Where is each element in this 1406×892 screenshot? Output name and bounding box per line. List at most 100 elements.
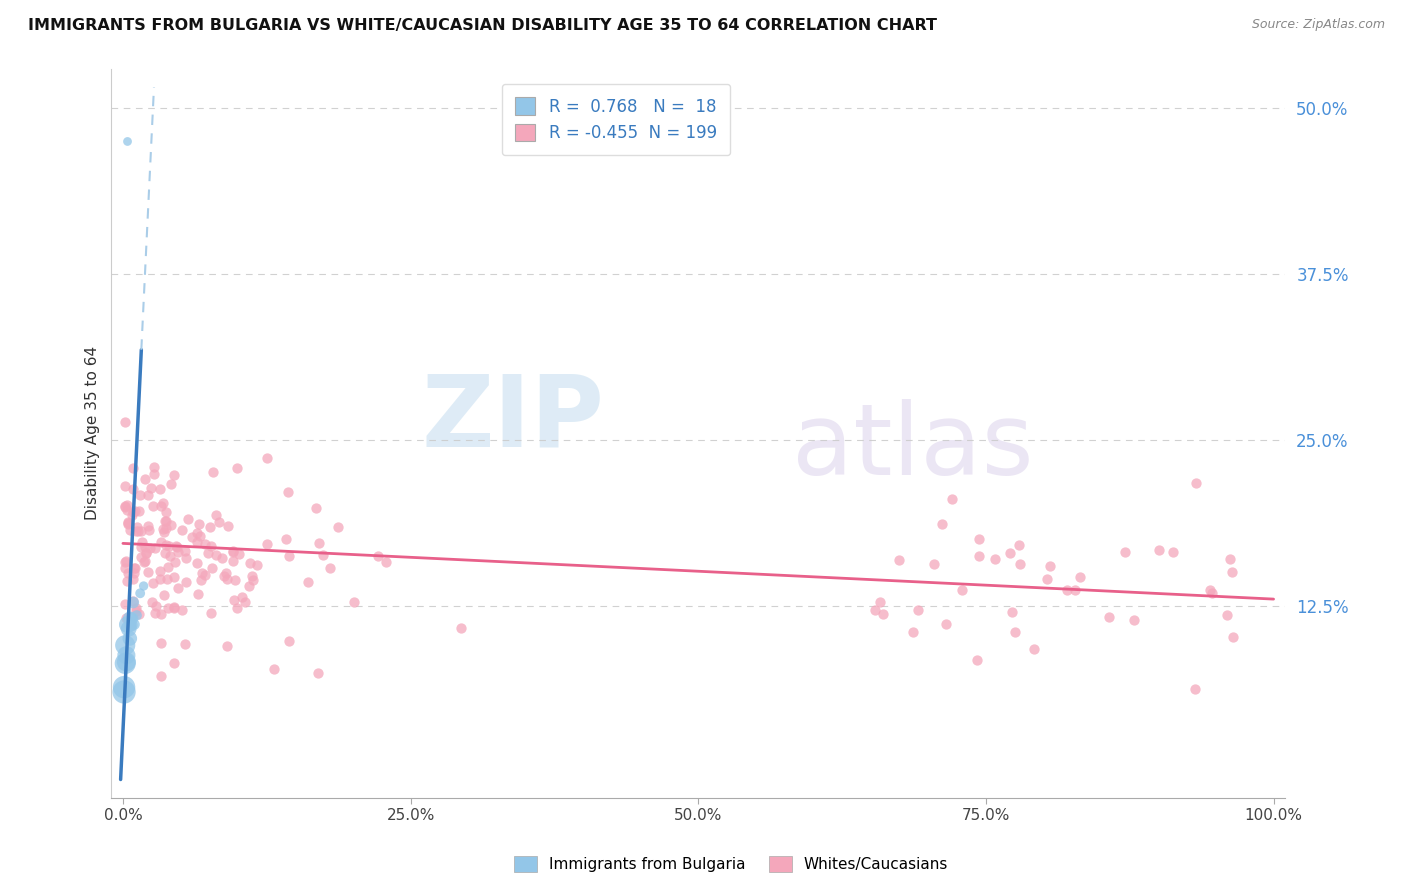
Point (319, 561, 342, 575)
Point (922, 557, 945, 571)
Point (117, 617, 139, 632)
Point (112, 680, 135, 694)
Point (124, 504, 146, 518)
Point (201, 561, 224, 575)
Point (149, 636, 172, 650)
Point (114, 597, 136, 611)
Point (117, 566, 139, 580)
Point (170, 523, 193, 537)
Point (122, 561, 145, 575)
Point (931, 516, 953, 531)
Point (907, 602, 929, 616)
Point (156, 560, 179, 574)
Point (326, 519, 349, 533)
Point (276, 532, 298, 546)
Point (156, 572, 179, 586)
Point (159, 549, 181, 563)
Point (114, 555, 136, 569)
Point (998, 546, 1021, 560)
Point (1123, 613, 1146, 627)
Point (125, 520, 148, 534)
Point (966, 653, 988, 667)
Point (120, 618, 142, 632)
Point (1220, 565, 1243, 579)
Point (128, 607, 150, 621)
Point (205, 549, 228, 563)
Point (143, 606, 166, 620)
Point (188, 517, 211, 532)
Point (201, 465, 224, 479)
Point (114, 554, 136, 568)
Point (190, 573, 212, 587)
Point (312, 548, 335, 562)
Point (165, 555, 187, 569)
Point (166, 541, 188, 555)
Point (114, 479, 136, 493)
Point (343, 595, 366, 609)
Text: atlas: atlas (792, 400, 1033, 496)
Point (138, 523, 160, 537)
Point (139, 481, 162, 495)
Point (141, 595, 163, 609)
Point (238, 579, 260, 593)
Point (122, 566, 145, 580)
Point (215, 566, 238, 581)
Point (173, 543, 195, 558)
Point (153, 588, 176, 602)
Point (1010, 557, 1032, 571)
Point (307, 665, 329, 680)
Text: Source: ZipAtlas.com: Source: ZipAtlas.com (1251, 18, 1385, 31)
Point (117, 516, 139, 530)
Point (153, 525, 176, 540)
Point (1185, 476, 1208, 491)
Point (114, 657, 136, 671)
Point (170, 603, 193, 617)
Point (115, 655, 138, 669)
Point (191, 566, 214, 581)
Point (165, 539, 187, 553)
Point (1161, 545, 1184, 559)
Point (1216, 607, 1239, 622)
Point (124, 604, 146, 618)
Point (152, 496, 174, 510)
Point (135, 546, 157, 560)
Point (150, 535, 173, 549)
Point (194, 568, 217, 582)
Point (118, 523, 141, 537)
Legend: Immigrants from Bulgaria, Whites/Caucasians: Immigrants from Bulgaria, Whites/Caucasi… (506, 848, 956, 880)
Point (153, 514, 176, 528)
Point (256, 450, 278, 465)
Point (167, 581, 190, 595)
Point (115, 611, 138, 625)
Point (143, 467, 166, 482)
Point (224, 573, 246, 587)
Point (122, 595, 145, 609)
Point (114, 561, 136, 575)
Point (174, 574, 197, 589)
Point (150, 607, 173, 621)
Point (872, 607, 894, 621)
Point (305, 500, 328, 515)
Point (159, 518, 181, 533)
Point (863, 603, 886, 617)
Point (231, 590, 253, 604)
Point (222, 544, 245, 558)
Y-axis label: Disability Age 35 to 64: Disability Age 35 to 64 (86, 346, 100, 520)
Point (149, 573, 172, 587)
Point (138, 565, 160, 579)
Point (149, 669, 172, 683)
Point (142, 499, 165, 513)
Point (969, 549, 991, 563)
Point (114, 415, 136, 429)
Point (887, 553, 910, 567)
Point (1222, 631, 1244, 645)
Point (1114, 545, 1136, 559)
Point (136, 488, 159, 502)
Point (125, 601, 148, 615)
Point (131, 541, 153, 555)
Point (222, 545, 245, 559)
Point (297, 575, 319, 590)
Point (128, 504, 150, 518)
Point (367, 549, 389, 564)
Point (186, 526, 208, 541)
